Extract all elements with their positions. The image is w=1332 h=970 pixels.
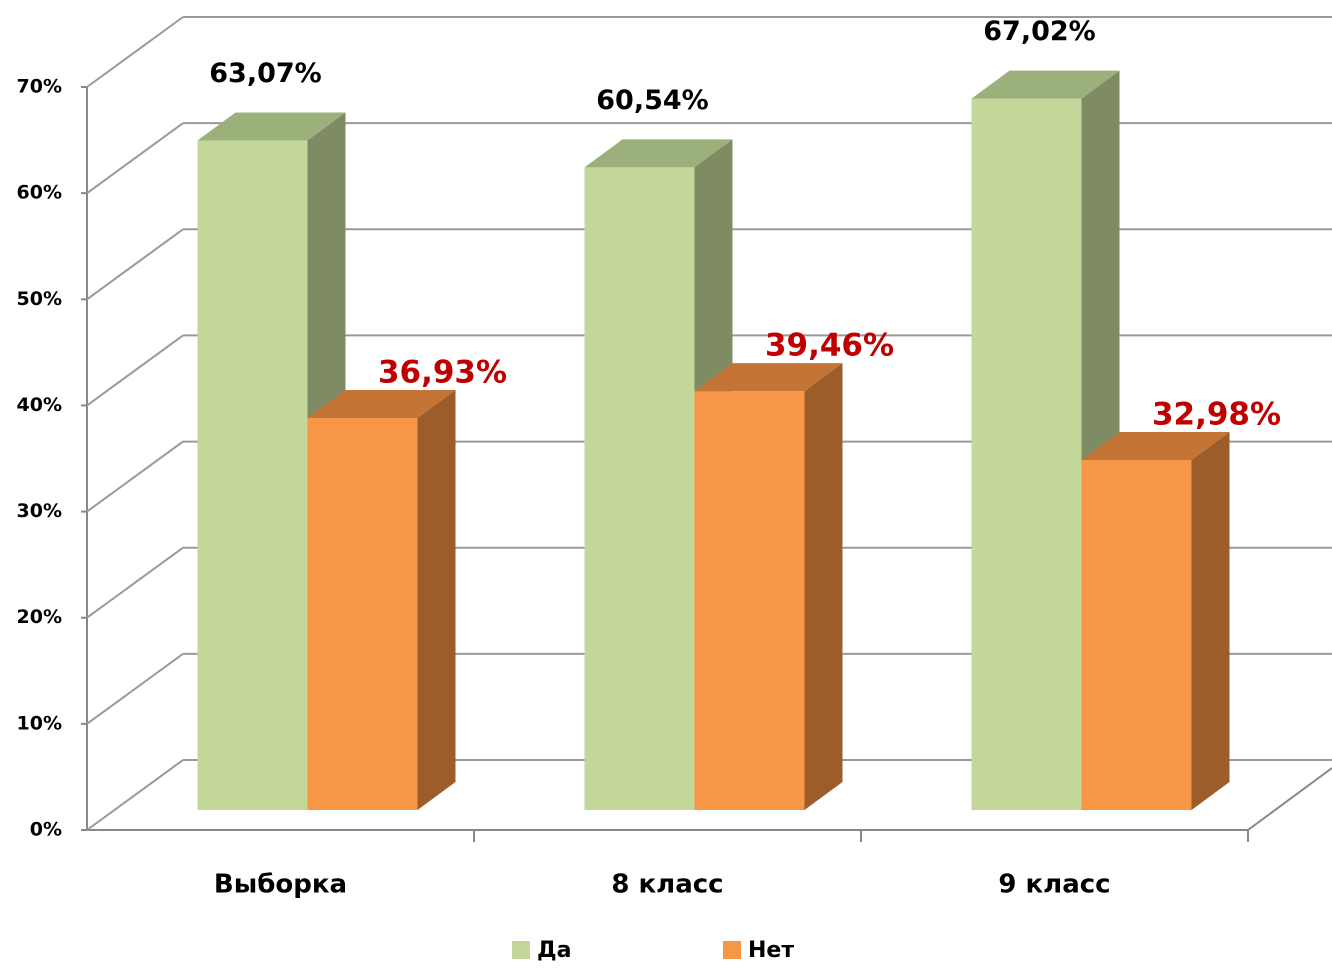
value-label: 36,93%: [378, 355, 507, 391]
x-tick-label: Выборка: [214, 870, 347, 900]
y-tick-label: 40%: [17, 394, 62, 416]
y-tick-label: 70%: [17, 76, 62, 98]
bar-top: [307, 390, 456, 419]
grid-line: [86, 16, 184, 88]
y-tick-label: 10%: [17, 712, 62, 734]
value-label: 32,98%: [1152, 396, 1281, 432]
x-tick-label: 8 класс: [611, 870, 723, 900]
grid-line: [86, 334, 184, 407]
bar-side: [804, 363, 843, 810]
bar-side: [417, 390, 456, 810]
value-label: 39,46%: [765, 328, 894, 364]
y-tick-label: 50%: [17, 288, 62, 310]
legend-swatch: [512, 941, 530, 959]
bar-top: [694, 363, 843, 392]
grid-line: [86, 653, 184, 725]
bar-front: [1081, 459, 1192, 810]
legend-label: Нет: [748, 938, 794, 963]
grid-line: [86, 122, 184, 194]
bar-side: [1191, 431, 1230, 810]
bar-front: [971, 98, 1082, 811]
legend-label: Да: [537, 938, 571, 963]
bar-top: [1081, 431, 1230, 460]
floor-edge: [1247, 767, 1332, 831]
grid-line: [86, 546, 184, 619]
bar-front: [197, 140, 308, 810]
value-label: 63,07%: [209, 58, 321, 89]
value-label: 67,02%: [983, 16, 1095, 47]
y-tick-label: 30%: [17, 500, 62, 522]
bar-front: [307, 418, 418, 810]
grid-line: [86, 228, 184, 301]
bar-top: [971, 70, 1120, 99]
grid-line: [86, 759, 184, 831]
x-tick-label: 9 класс: [998, 870, 1110, 900]
y-tick-label: 0%: [30, 819, 62, 841]
bar-top: [197, 112, 346, 141]
bar-front: [584, 167, 695, 811]
legend-swatch: [723, 941, 741, 959]
value-label: 60,54%: [596, 85, 708, 116]
bar-top: [584, 139, 733, 168]
grid-line: [86, 440, 184, 513]
y-tick-label: 60%: [17, 182, 62, 204]
y-tick-label: 20%: [17, 606, 62, 628]
bar-front: [694, 391, 805, 810]
